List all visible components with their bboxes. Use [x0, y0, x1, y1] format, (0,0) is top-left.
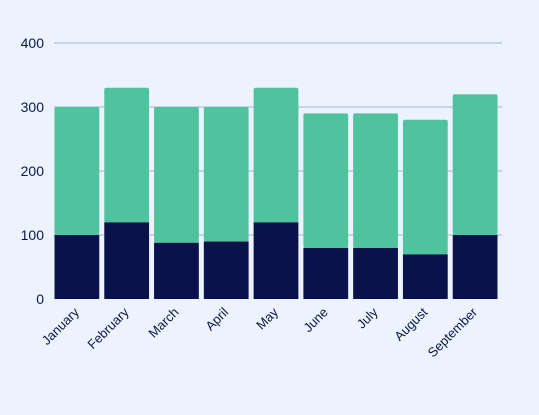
bar-june-segment-2: [303, 113, 349, 248]
bar-may-segment-2: [253, 87, 299, 223]
x-tick-label: May: [253, 304, 281, 332]
x-tick-label: January: [39, 304, 83, 348]
y-axis: 0 100 200 300 400: [21, 35, 45, 307]
bar-july-segment-1: [353, 247, 398, 299]
bar-march-segment-1: [154, 242, 199, 299]
x-tick-label: August: [391, 304, 430, 343]
y-tick-label: 400: [21, 35, 45, 51]
bar-june-segment-1: [303, 247, 349, 299]
bar-september-segment-1: [452, 235, 498, 299]
bar-september-segment-2: [452, 94, 498, 235]
bar-august-segment-2: [402, 119, 448, 255]
x-axis: January February March April May June July Augu…: [39, 304, 481, 360]
bar-july-segment-2: [353, 113, 398, 248]
bar-march-segment-2: [154, 107, 199, 243]
bar-august-segment-1: [402, 254, 448, 299]
bar-april-segment-2: [203, 107, 249, 242]
bar-january-segment-2: [54, 107, 100, 235]
x-tick-label: April: [202, 304, 231, 333]
x-tick-label: July: [354, 304, 381, 331]
y-tick-label: 200: [21, 163, 45, 179]
y-tick-label: 0: [36, 291, 44, 307]
x-tick-label: September: [425, 304, 481, 360]
x-tick-label: March: [145, 305, 181, 341]
bar-may-segment-1: [253, 222, 299, 299]
bar-february-segment-2: [104, 87, 150, 223]
x-tick-label: February: [84, 304, 132, 352]
y-tick-label: 100: [21, 227, 45, 243]
y-tick-label: 300: [21, 99, 45, 115]
bar-february-segment-1: [104, 222, 150, 299]
bar-april-segment-1: [203, 241, 249, 299]
x-tick-label: June: [300, 305, 331, 336]
bars-layer: [54, 87, 498, 299]
bar-january-segment-1: [54, 235, 100, 299]
